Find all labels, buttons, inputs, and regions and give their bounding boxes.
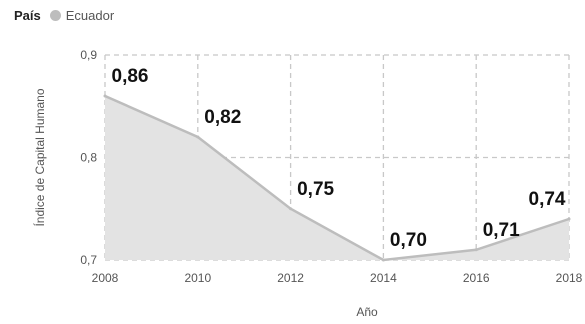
- y-axis-title: Índice de Capital Humano: [32, 88, 47, 226]
- legend-swatch-ecuador: [49, 10, 61, 21]
- series-line-ecuador: [104, 94, 570, 262]
- data-label: 0,71: [483, 220, 520, 241]
- x-axis-title: Año: [356, 305, 378, 319]
- legend-title: País: [14, 8, 41, 23]
- area-fill-ecuador: [105, 96, 569, 260]
- x-tick-label: 2016: [463, 271, 490, 285]
- data-point: [474, 248, 478, 252]
- legend-label-ecuador: Ecuador: [65, 8, 115, 23]
- y-tick-label: 0,9: [80, 48, 97, 62]
- data-label: 0,70: [390, 230, 427, 251]
- data-point: [381, 258, 385, 262]
- x-tick-label: 2014: [370, 271, 397, 285]
- y-tick-label: 0,8: [80, 151, 97, 165]
- y-tick-label: 0,7: [80, 253, 97, 267]
- x-tick-label: 2018: [556, 271, 583, 285]
- data-label: 0,82: [204, 107, 241, 128]
- data-point: [289, 207, 293, 211]
- data-label: 0,74: [529, 189, 566, 210]
- data-label: 0,86: [112, 66, 149, 87]
- x-tick-label: 2008: [92, 271, 119, 285]
- data-point: [567, 217, 571, 221]
- x-tick-label: 2012: [277, 271, 304, 285]
- data-label: 0,75: [297, 179, 334, 200]
- x-tick-label: 2010: [184, 271, 211, 285]
- data-point: [196, 135, 200, 139]
- data-point: [103, 94, 107, 98]
- legend: País Ecuador: [14, 8, 114, 23]
